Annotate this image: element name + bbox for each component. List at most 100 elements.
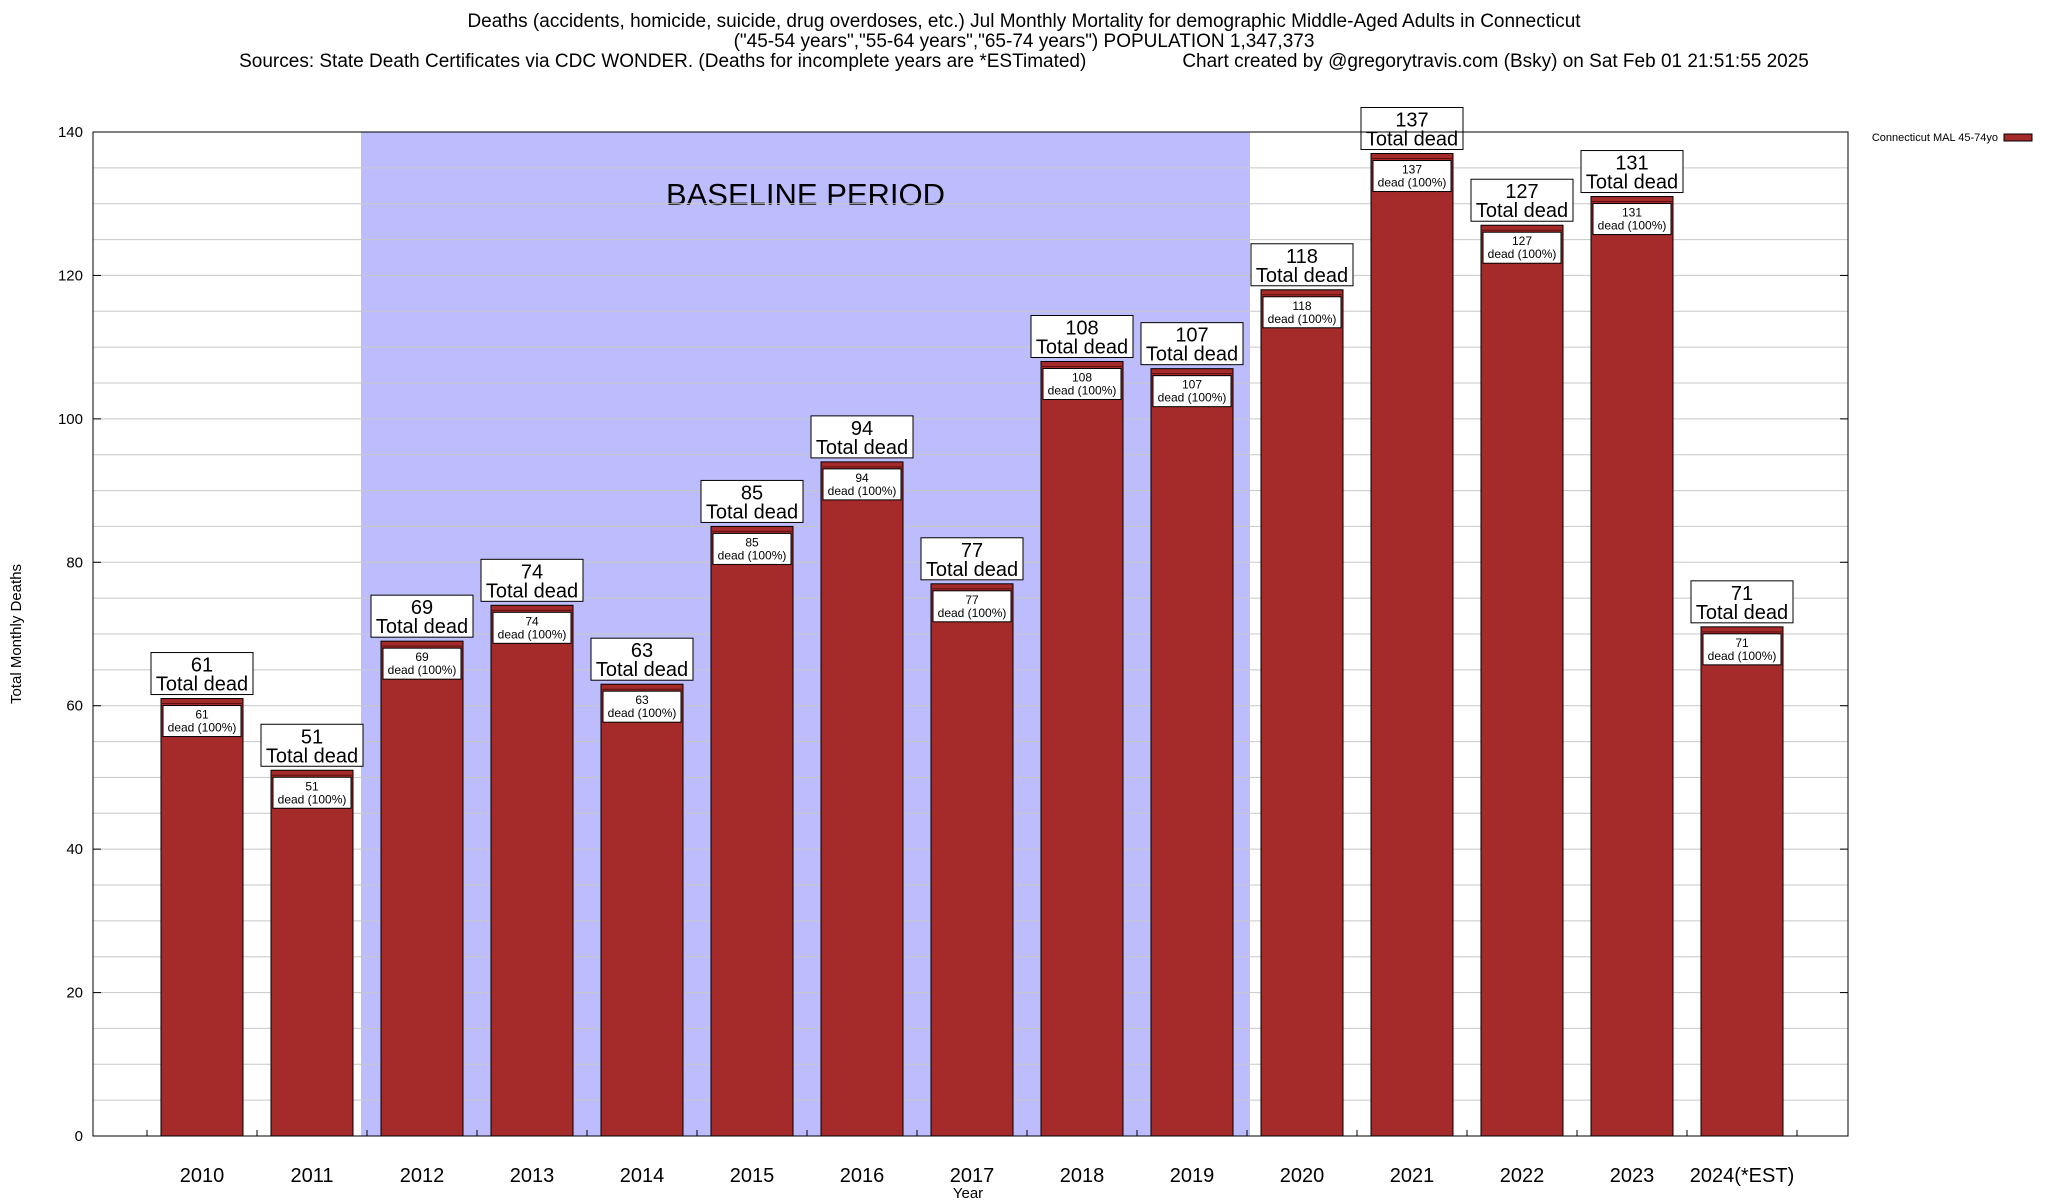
x-tick-label: 2011 (290, 1165, 333, 1187)
y-axis-title: Total Monthly Deaths (8, 564, 25, 704)
inner-label-box (822, 468, 902, 501)
y-tick-label: 40 (66, 841, 83, 858)
inner-label-box (272, 776, 352, 809)
top-value-label: 127 (1505, 181, 1538, 203)
bar (1260, 289, 1344, 1137)
x-tick-label: 2013 (510, 1165, 555, 1187)
top-value-label: 107 (1175, 325, 1208, 347)
inner-percent-label: dead (100%) (1268, 312, 1337, 326)
x-tick-label: 2024(*EST) (1690, 1165, 1795, 1187)
inner-percent-label: dead (100%) (828, 484, 897, 498)
top-total-label: Total dead (1146, 344, 1238, 366)
inner-label-box (1592, 203, 1672, 236)
x-axis-title: Year (953, 1185, 983, 1200)
inner-value-label: 71 (1735, 636, 1749, 650)
top-label-box (700, 479, 804, 523)
bar (380, 640, 464, 1137)
y-tick-label: 0 (75, 1128, 83, 1145)
inner-label-box (1482, 231, 1562, 264)
title-line-2: ("45-54 years","55-64 years","65-74 year… (733, 31, 1315, 52)
legend-entry-label: Connecticut MAL 45-74yo (1872, 132, 1998, 144)
top-value-label: 94 (851, 418, 873, 440)
chart-title: Deaths (accidents, homicide, suicide, dr… (0, 12, 2048, 72)
inner-value-label: 85 (745, 535, 759, 549)
top-value-label: 85 (741, 482, 763, 504)
bar (270, 769, 354, 1137)
bar (160, 698, 244, 1137)
inner-percent-label: dead (100%) (608, 706, 677, 720)
top-label-box (1030, 314, 1134, 358)
inner-value-label: 118 (1292, 299, 1311, 313)
credit-text: Chart created by @gregorytravis.com (Bsk… (1182, 51, 1809, 72)
top-value-label: 63 (631, 640, 653, 662)
top-total-label: Total dead (486, 580, 578, 602)
inner-value-label: 137 (1402, 163, 1422, 177)
x-tick-label: 2021 (1390, 1165, 1435, 1187)
top-value-label: 69 (411, 597, 433, 619)
title-line-1: Deaths (accidents, homicide, suicide, dr… (467, 11, 1581, 32)
inner-label-box (1262, 296, 1342, 329)
top-total-label: Total dead (376, 616, 468, 638)
bar (710, 525, 794, 1137)
bar (1590, 196, 1674, 1137)
top-total-label: Total dead (1476, 200, 1568, 222)
y-tick-label: 60 (66, 698, 83, 715)
bar (1040, 360, 1124, 1137)
inner-percent-label: dead (100%) (168, 721, 237, 735)
top-total-label: Total dead (266, 745, 358, 767)
inner-label-box (1702, 633, 1782, 666)
top-value-label: 61 (191, 655, 213, 677)
top-total-label: Total dead (926, 559, 1018, 581)
top-value-label: 74 (521, 561, 543, 583)
x-tick-label: 2018 (1060, 1165, 1105, 1187)
baseline-label: BASELINE PERIOD (666, 177, 945, 212)
bar (490, 604, 574, 1137)
top-value-label: 118 (1286, 246, 1318, 268)
inner-percent-label: dead (100%) (1708, 649, 1777, 663)
inner-label-box (382, 647, 462, 680)
x-tick-label: 2019 (1170, 1165, 1215, 1187)
y-tick-label: 80 (66, 554, 83, 571)
top-total-label: Total dead (1696, 602, 1788, 624)
top-total-label: Total dead (1586, 172, 1678, 194)
inner-value-label: 69 (415, 650, 429, 664)
title-line-3: Sources: State Death Certificates via CD… (0, 52, 2048, 72)
bar (930, 583, 1014, 1137)
inner-value-label: 127 (1512, 234, 1532, 248)
top-label-box (260, 723, 364, 767)
inner-value-label: 61 (195, 708, 209, 722)
inner-value-label: 108 (1072, 370, 1092, 384)
inner-label-box (1152, 375, 1232, 408)
inner-label-box (162, 705, 242, 738)
top-total-label: Total dead (1036, 336, 1128, 358)
bar (820, 461, 904, 1137)
inner-percent-label: dead (100%) (498, 627, 567, 641)
top-label-box (1360, 107, 1464, 151)
x-tick-label: 2023 (1610, 1165, 1655, 1187)
top-label-box (480, 558, 584, 602)
x-tick-label: 2010 (180, 1165, 225, 1187)
top-value-label: 71 (1731, 583, 1753, 605)
top-value-label: 131 (1615, 153, 1648, 175)
y-tick-label: 140 (58, 124, 83, 141)
top-label-box (920, 537, 1024, 581)
inner-percent-label: dead (100%) (1598, 219, 1667, 233)
top-label-box (1690, 580, 1794, 624)
plot-border (92, 131, 1849, 1137)
top-value-label: 137 (1395, 110, 1428, 132)
inner-value-label: 51 (305, 779, 319, 793)
inner-percent-label: dead (100%) (1048, 383, 1117, 397)
inner-percent-label: dead (100%) (1488, 247, 1557, 261)
y-tick-label: 100 (58, 411, 83, 428)
inner-percent-label: dead (100%) (388, 663, 457, 677)
inner-label-box (602, 690, 682, 723)
inner-percent-label: dead (100%) (938, 606, 1007, 620)
inner-percent-label: dead (100%) (1158, 391, 1227, 405)
top-label-box (1250, 243, 1354, 287)
y-tick-label: 120 (58, 267, 83, 284)
x-tick-label: 2016 (840, 1165, 885, 1187)
top-total-label: Total dead (706, 501, 798, 523)
top-label-box (150, 652, 254, 696)
bar (1700, 626, 1784, 1137)
